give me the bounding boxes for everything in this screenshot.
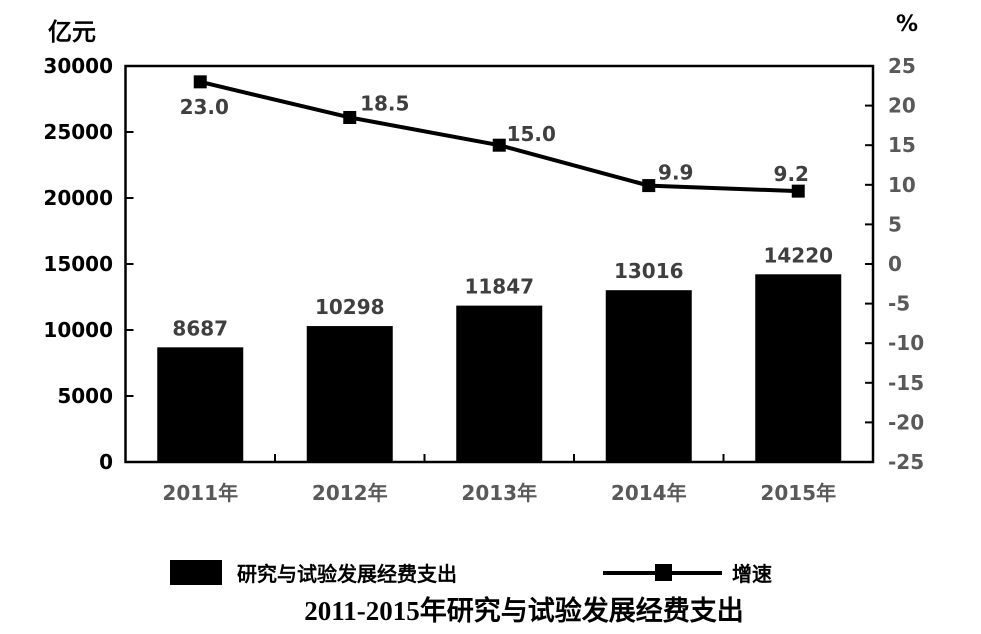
bar xyxy=(306,326,393,462)
left-axis-tick-label: 15000 xyxy=(43,252,113,276)
line-marker xyxy=(791,184,805,198)
bar-value-label: 13016 xyxy=(614,259,684,283)
left-axis-tick-label: 0 xyxy=(99,450,113,474)
x-category-label: 2012年 xyxy=(312,481,388,505)
line-marker xyxy=(492,138,506,152)
bar-value-label: 11847 xyxy=(464,275,534,299)
line-value-label: 9.2 xyxy=(774,162,809,186)
right-axis-tick-label: 20 xyxy=(888,94,916,118)
right-axis-tick-label: -20 xyxy=(888,410,924,434)
bar xyxy=(755,274,842,462)
line-marker-icon xyxy=(655,564,672,581)
line-value-label: 18.5 xyxy=(360,91,409,115)
chart-title: 2011-2015年研究与试验发展经费支出 xyxy=(304,596,744,626)
bar-series-swatch-icon xyxy=(170,560,222,585)
right-axis-tick-label: 5 xyxy=(888,212,902,236)
line-marker xyxy=(193,75,207,89)
x-category-label: 2011年 xyxy=(162,481,238,505)
left-axis-tick-label: 10000 xyxy=(43,318,113,342)
left-axis-tick-label: 25000 xyxy=(43,120,113,144)
line-series-legend-label: 增速 xyxy=(732,564,772,586)
line-series-swatch-icon xyxy=(603,560,722,585)
legend-item-bar: 研究与试验发展经费支出 xyxy=(170,558,457,587)
left-axis-tick-label: 30000 xyxy=(43,54,113,78)
bar-value-label: 8687 xyxy=(172,316,228,340)
bar-value-label: 14220 xyxy=(763,243,833,267)
left-axis-unit-label: 亿元 xyxy=(48,20,96,46)
right-axis-tick-label: 0 xyxy=(888,252,902,276)
x-category-label: 2014年 xyxy=(611,481,687,505)
right-axis-tick-label: -10 xyxy=(888,331,924,355)
growth-line xyxy=(199,79,799,194)
right-axis-unit-label: % xyxy=(896,12,919,37)
bar-value-label: 10298 xyxy=(315,295,385,319)
line-marker xyxy=(343,110,357,124)
line-value-label: 23.0 xyxy=(180,95,229,119)
right-axis-tick-label: 10 xyxy=(888,173,916,197)
bar xyxy=(456,305,543,462)
right-axis-tick-label: 25 xyxy=(888,54,916,78)
left-axis-tick-label: 20000 xyxy=(43,186,113,210)
x-category-label: 2015年 xyxy=(760,481,836,505)
bar xyxy=(157,347,244,462)
x-category-label: 2013年 xyxy=(461,481,537,505)
bar xyxy=(605,290,692,462)
line-value-label: 9.9 xyxy=(658,161,693,185)
right-axis-tick-label: -15 xyxy=(888,371,924,395)
left-axis-tick-label: 5000 xyxy=(57,384,113,408)
legend-item-line: 增速 xyxy=(603,558,772,587)
line-value-label: 15.0 xyxy=(507,122,556,146)
right-axis-tick-label: -5 xyxy=(888,292,910,316)
bar-series-legend-label: 研究与试验发展经费支出 xyxy=(237,564,457,586)
right-axis-tick-label: 15 xyxy=(888,133,916,157)
right-axis-tick-label: -25 xyxy=(888,450,924,474)
line-marker xyxy=(642,179,656,193)
